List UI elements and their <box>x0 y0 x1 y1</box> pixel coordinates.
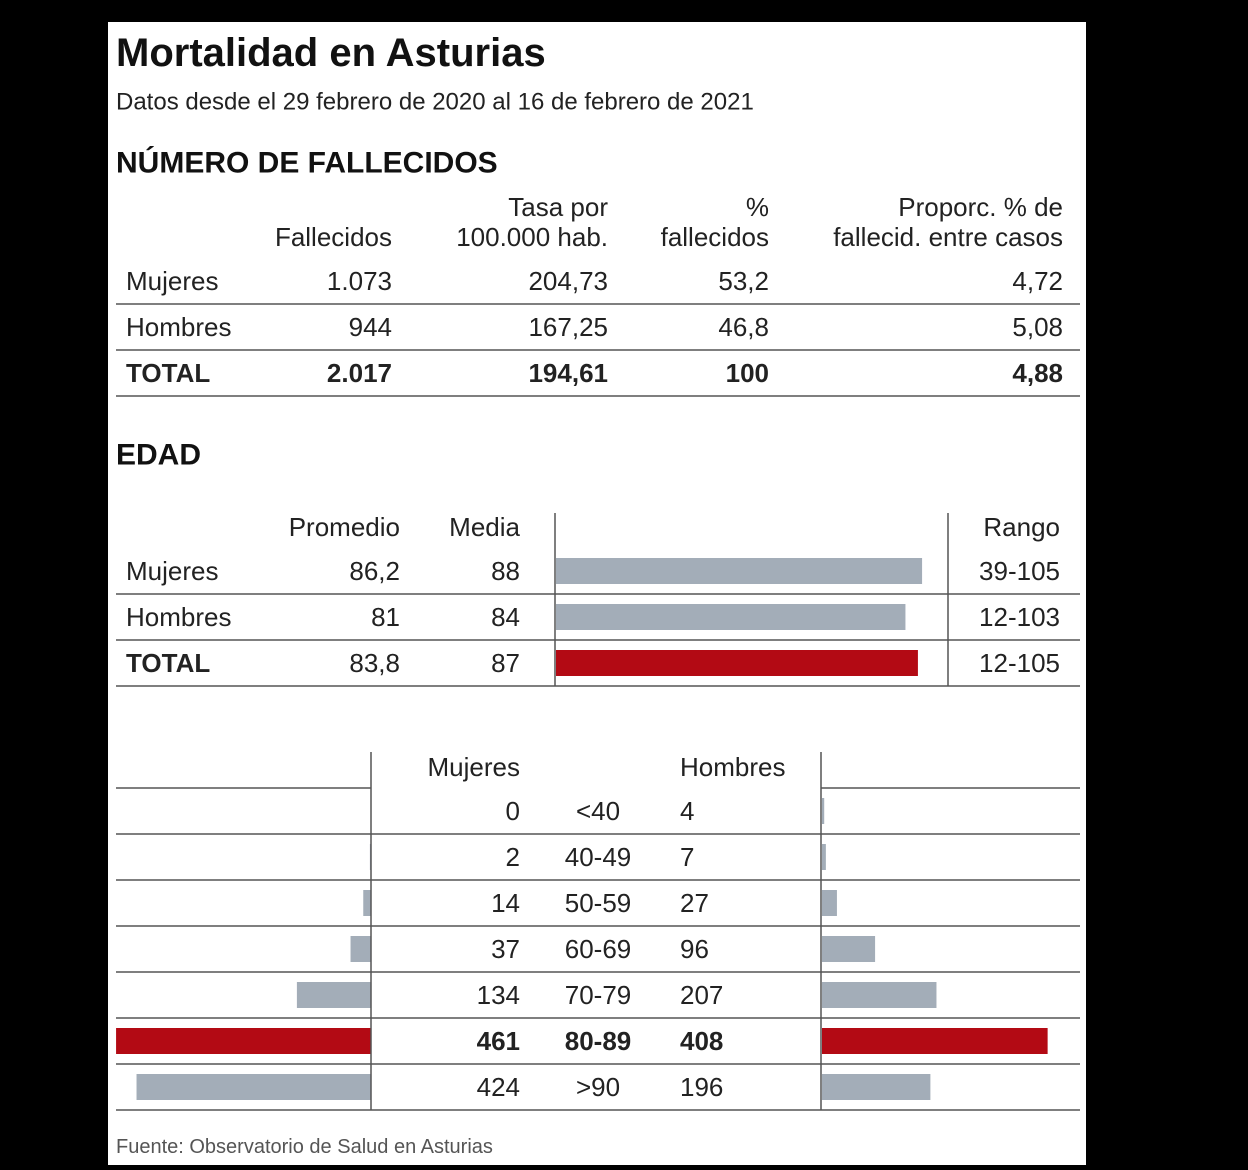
cell: 461 <box>477 1026 520 1056</box>
cell: 83,8 <box>349 648 400 678</box>
bar-hombres <box>822 890 837 916</box>
section-title: NÚMERO DE FALLECIDOS <box>116 146 498 180</box>
column-header: Mujeres <box>428 752 520 782</box>
group-label: 80-89 <box>565 1026 632 1056</box>
cell: 37 <box>491 934 520 964</box>
bar <box>556 650 918 676</box>
cell: 944 <box>349 312 392 342</box>
column-header: fallecidos <box>661 222 769 252</box>
column-header: fallecid. entre casos <box>833 222 1063 252</box>
cell: 4 <box>680 796 694 826</box>
cell: 12-105 <box>979 648 1060 678</box>
column-header: Promedio <box>289 512 400 542</box>
bar-mujeres <box>350 936 371 962</box>
cell: 46,8 <box>718 312 769 342</box>
row-label: Hombres <box>126 602 231 632</box>
column-header: Rango <box>983 512 1060 542</box>
cell: 87 <box>491 648 520 678</box>
title: Mortalidad en Asturias <box>116 31 546 75</box>
column-header: Tasa por <box>508 192 608 222</box>
cell: 14 <box>491 888 520 918</box>
bar <box>556 604 906 630</box>
bar-hombres <box>822 1074 931 1100</box>
column-header: Proporc. % de <box>898 192 1063 222</box>
cell: 2.017 <box>327 358 392 388</box>
cell: 196 <box>680 1072 723 1102</box>
cell: 5,08 <box>1012 312 1063 342</box>
cell: 39-105 <box>979 556 1060 586</box>
cell: 1.073 <box>327 266 392 296</box>
row-label: TOTAL <box>126 648 210 678</box>
cell: 86,2 <box>349 556 400 586</box>
group-label: >90 <box>576 1072 620 1102</box>
cell: 194,61 <box>528 358 608 388</box>
group-label: <40 <box>576 796 620 826</box>
bar-hombres <box>822 1028 1048 1054</box>
group-label: 60-69 <box>565 934 632 964</box>
cell: 81 <box>371 602 400 632</box>
group-label: 50-59 <box>565 888 632 918</box>
bar-hombres <box>822 936 876 962</box>
row-label: Mujeres <box>126 266 218 296</box>
cell: 0 <box>506 796 520 826</box>
cell: 204,73 <box>528 266 608 296</box>
row-label: TOTAL <box>126 358 210 388</box>
cell: 4,88 <box>1012 358 1063 388</box>
column-header: 100.000 hab. <box>456 222 608 252</box>
bar-hombres <box>822 844 826 870</box>
cell: 88 <box>491 556 520 586</box>
cell: 53,2 <box>718 266 769 296</box>
cell: 2 <box>506 842 520 872</box>
cell: 100 <box>726 358 769 388</box>
cell: 27 <box>680 888 709 918</box>
bar-mujeres <box>116 1028 371 1054</box>
cell: 167,25 <box>528 312 608 342</box>
column-header: % <box>746 192 769 222</box>
section-title: EDAD <box>116 439 201 472</box>
column-header: Hombres <box>680 752 785 782</box>
cell: 12-103 <box>979 602 1060 632</box>
cell: 134 <box>477 980 520 1010</box>
cell: 7 <box>680 842 694 872</box>
bar-mujeres <box>296 982 371 1008</box>
bar <box>556 558 923 584</box>
column-header: Media <box>449 512 520 542</box>
cell: 408 <box>680 1026 723 1056</box>
subtitle: Datos desde el 29 febrero de 2020 al 16 … <box>116 89 754 116</box>
cell: 207 <box>680 980 723 1010</box>
column-header: Fallecidos <box>275 222 392 252</box>
bar-hombres <box>822 982 937 1008</box>
row-label: Mujeres <box>126 556 218 586</box>
cell: 424 <box>477 1072 520 1102</box>
bar-mujeres <box>363 890 371 916</box>
cell: 84 <box>491 602 520 632</box>
group-label: 40-49 <box>565 842 632 872</box>
row-label: Hombres <box>126 312 231 342</box>
source: Fuente: Observatorio de Salud en Asturia… <box>116 1136 493 1158</box>
bar-mujeres <box>136 1074 371 1100</box>
bar-hombres <box>822 798 825 824</box>
cell: 96 <box>680 934 709 964</box>
group-label: 70-79 <box>565 980 632 1010</box>
cell: 4,72 <box>1012 266 1063 296</box>
